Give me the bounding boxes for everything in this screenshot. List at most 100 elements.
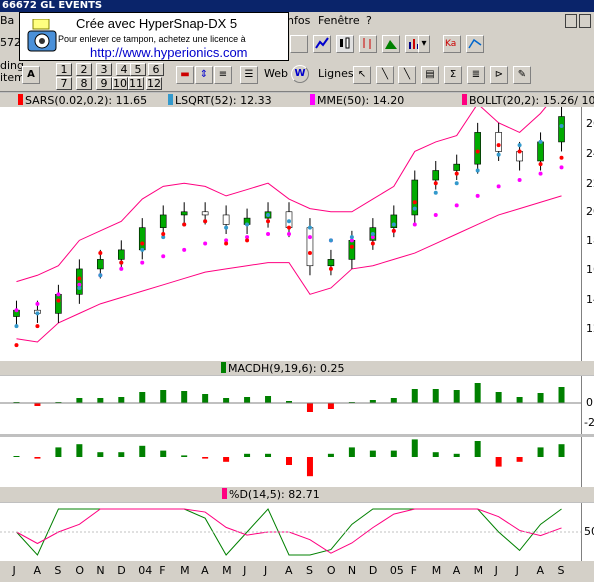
lines-icon[interactable]: ≡	[214, 66, 232, 84]
sars-point	[161, 232, 166, 236]
parallel-lines-icon[interactable]: ≣	[467, 66, 485, 84]
number-button-2[interactable]: 2	[76, 63, 92, 76]
zoom-icon[interactable]: Ka	[443, 35, 461, 53]
menu-item-first[interactable]: Ba	[0, 14, 15, 27]
stochastic-panel[interactable]	[0, 503, 582, 561]
macd-bar	[34, 403, 41, 406]
sigma-icon[interactable]: Σ	[444, 66, 462, 84]
x-tick-label: O	[326, 564, 336, 577]
x-tick-label: D	[117, 564, 126, 577]
number-button-10[interactable]: 10	[112, 77, 128, 90]
candle	[495, 132, 502, 152]
sars-point	[266, 219, 271, 224]
y-tick-label: 18	[586, 234, 594, 247]
sars-point	[119, 260, 124, 265]
y-tick-label: 16	[586, 263, 594, 276]
restore-icon[interactable]	[579, 14, 591, 28]
up-down-icon[interactable]: ⇕	[195, 66, 213, 84]
candle	[474, 132, 481, 165]
mme-point	[266, 232, 271, 236]
stamp-subtitle: Pour enlever ce tampon, achetez une lice…	[58, 34, 246, 44]
stoch-d-line	[16, 508, 562, 554]
line-chart-icon[interactable]	[313, 35, 331, 53]
number-button-8[interactable]: 8	[76, 77, 92, 90]
oscillator-bar	[474, 441, 481, 457]
number-button-6[interactable]: 6	[148, 63, 164, 76]
sars-point	[475, 149, 480, 154]
price-chart	[13, 87, 565, 348]
mme-point	[370, 235, 375, 240]
fan-icon[interactable]: ⊳	[490, 66, 508, 84]
area-chart-icon[interactable]	[382, 35, 400, 53]
x-tick-label: D	[368, 564, 378, 577]
line-tool-icon[interactable]: ╲	[376, 66, 394, 84]
number-button-9[interactable]: 9	[96, 77, 112, 90]
candle	[159, 214, 167, 228]
menu-item-infos[interactable]: nfos	[287, 14, 311, 27]
trading-label: ding	[0, 59, 24, 72]
menu-icon[interactable]: ☰	[240, 66, 258, 84]
minimize-icon[interactable]	[565, 14, 577, 28]
candlestick-icon[interactable]	[336, 35, 354, 53]
mme-point	[14, 308, 19, 313]
legend-stoch-swatch	[222, 488, 227, 499]
macd-bar	[118, 397, 125, 403]
mme-point	[56, 292, 61, 297]
legend-mme-label: MME(50): 14.20	[317, 94, 405, 107]
macd-bar	[327, 403, 334, 409]
dropdown-arrow-icon[interactable]: ▾	[418, 35, 430, 53]
sars-point	[496, 143, 501, 148]
camera-icon	[27, 19, 57, 52]
legend-mme-swatch	[310, 94, 315, 105]
oscillator-panel[interactable]	[0, 437, 582, 487]
number-button-3[interactable]: 3	[96, 63, 112, 76]
oscillator-bar	[34, 457, 41, 459]
number-button-12[interactable]: 12	[146, 77, 162, 90]
price-chart-panel[interactable]	[0, 87, 582, 361]
macd-legend-bar: MACDH(9,19,6): 0.25	[0, 361, 594, 375]
barchart-icon[interactable]	[359, 35, 377, 53]
sars-point	[370, 241, 375, 246]
mme-point	[203, 241, 208, 246]
eraser-icon[interactable]: ✎	[513, 66, 531, 84]
tool-icon-1[interactable]	[290, 35, 308, 53]
macd-panel[interactable]	[0, 376, 582, 434]
cursor-icon[interactable]: ↖	[353, 66, 371, 84]
number-button-4[interactable]: 4	[116, 63, 132, 76]
trend-icon[interactable]	[466, 35, 484, 53]
mme-point	[140, 260, 145, 265]
number-button-1[interactable]: 1	[56, 63, 72, 76]
number-button-11[interactable]: 11	[128, 77, 144, 90]
oscillator-bar	[495, 457, 502, 467]
text-tool-icon[interactable]: ▤	[421, 66, 439, 84]
stamp-link[interactable]: http://www.hyperionics.com	[90, 45, 248, 60]
oscillator-bar	[453, 453, 460, 457]
line-tool2-icon[interactable]: ╲	[398, 66, 416, 84]
web-icon[interactable]: W	[291, 65, 309, 83]
macd-bar	[453, 390, 460, 403]
mme-point	[538, 171, 543, 176]
sars-point	[56, 298, 61, 303]
color-icon[interactable]: ▬	[176, 66, 194, 84]
number-button-5[interactable]: 5	[130, 63, 146, 76]
mme-point	[307, 235, 312, 240]
number-button-7[interactable]: 7	[56, 77, 72, 90]
legend-bollt-swatch	[462, 94, 467, 105]
mme-point	[182, 247, 187, 252]
mme-point	[245, 235, 250, 240]
candle	[537, 141, 544, 162]
time-axis: J A S O N D 04 F M A M J J A S O N D 05 F M A M J J A S	[0, 561, 594, 582]
window-titlebar: 66672 GL EVENTS	[0, 0, 594, 12]
font-a-button[interactable]: A	[22, 66, 40, 84]
x-tick-label: M	[180, 564, 190, 577]
menu-item-help[interactable]: ?	[366, 14, 372, 27]
macd-bar	[369, 400, 376, 403]
x-tick-label: S	[54, 564, 62, 577]
menu-item-fenetre[interactable]: Fenêtre	[318, 14, 360, 27]
web-label[interactable]: Web	[264, 67, 288, 80]
oscillator-bar	[516, 457, 523, 462]
x-tick-label: A	[452, 564, 461, 577]
candle	[411, 179, 419, 216]
macd-chart	[0, 383, 581, 412]
lsqrt-point	[349, 235, 354, 240]
